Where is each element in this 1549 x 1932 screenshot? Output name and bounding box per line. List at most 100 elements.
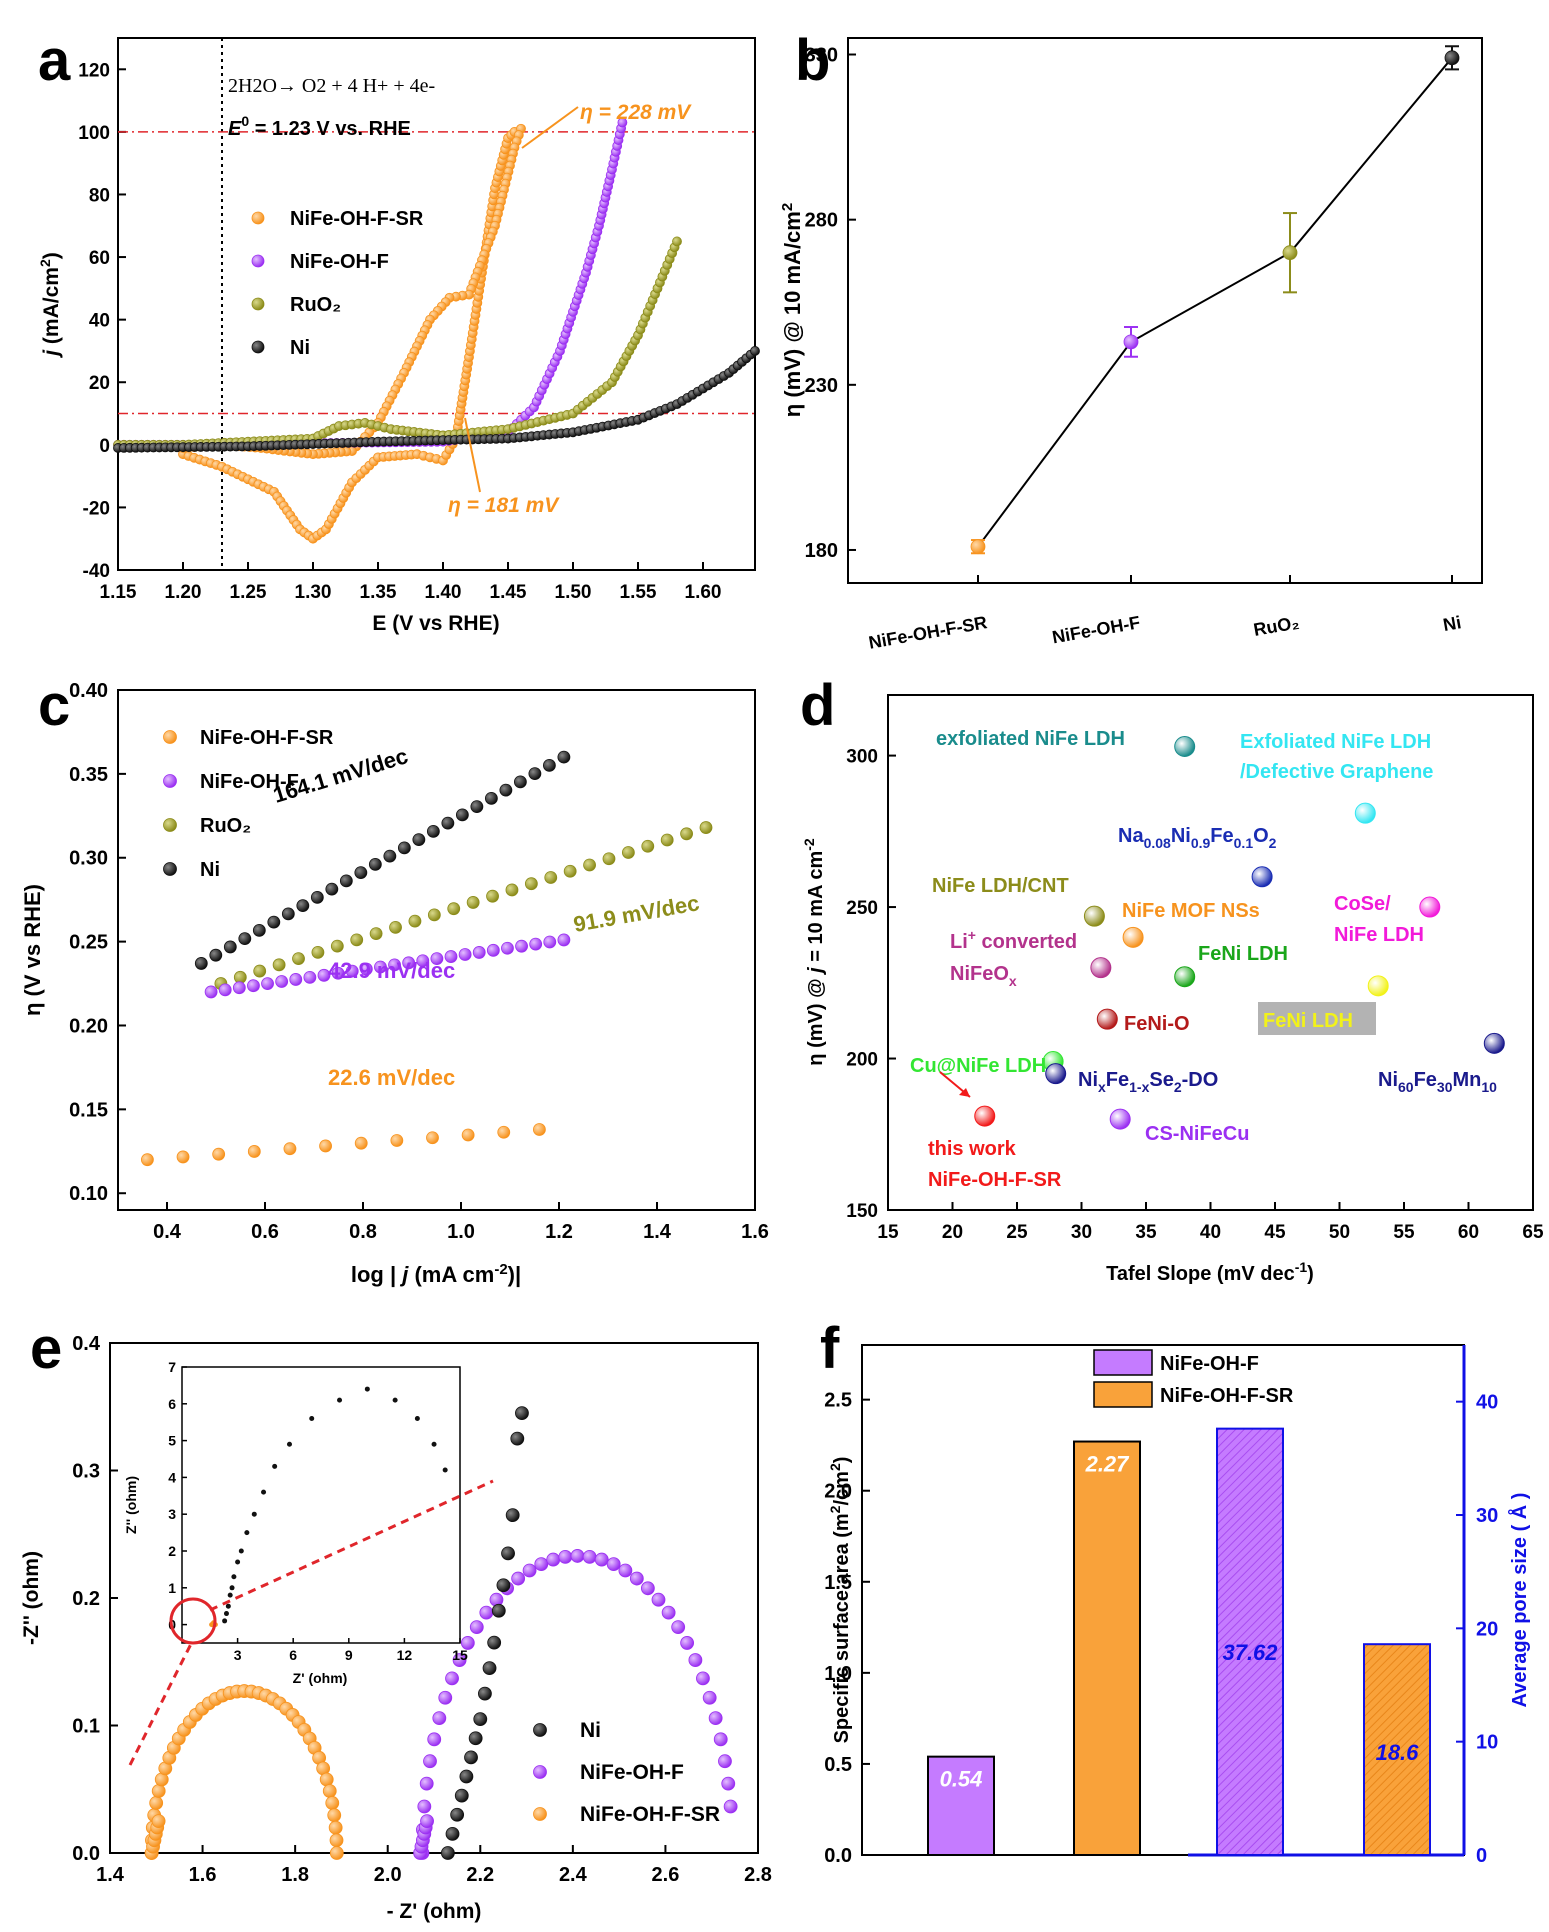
c-point-NiFe-OH-F [289, 973, 303, 986]
e-point-NiFe-OH-F [671, 1620, 686, 1635]
a-ytick-label: 40 [89, 311, 110, 332]
c-xtick-label: 1.2 [545, 1221, 573, 1243]
panel-b-frame [847, 37, 1483, 584]
d-xtick-label: 15 [877, 1222, 899, 1243]
e-inset-point-Ni [337, 1397, 343, 1403]
e-point-NiFe-OH-F-SR [328, 1820, 343, 1835]
panel-label-b: b [795, 28, 830, 93]
e-point-Ni [491, 1603, 506, 1618]
c-point-Ni [194, 957, 208, 970]
c-point-NiFe-OH-F [388, 958, 401, 972]
c-legend-marker [163, 818, 177, 832]
c-point-NiFe-OH-F-SR [140, 1153, 154, 1167]
e-point-NiFe-OH-F [522, 1563, 537, 1578]
e-point-NiFe-OH-F [651, 1592, 666, 1607]
e-point-Ni [459, 1769, 474, 1784]
e-legend-label: NiFe-OH-F-SR [580, 1803, 720, 1826]
e-point-Ni [487, 1635, 502, 1650]
c-point-Ni [557, 750, 571, 764]
c-point-Ni [455, 808, 469, 822]
panel-e-chart: 1.4 1.6 1.8 2.0 2.2 2.4 2.6 2.80.00.10.20.30.4 … [20, 1333, 772, 1923]
e-inset-point-Ni [251, 1511, 257, 1517]
c-point-Ni [513, 775, 527, 789]
e-inset-ytick-label: 7 [168, 1359, 176, 1375]
c-point-NiFe-OH-F [430, 952, 444, 966]
d-point [1122, 926, 1144, 948]
c-point-NiFe-OH-F [501, 941, 514, 955]
a-ytick-label: 20 [89, 373, 110, 394]
e-point-Ni [478, 1686, 492, 1701]
c-xtick-label: 0.6 [251, 1221, 279, 1243]
b-xtick-label: NiFe-OH-F [1051, 612, 1142, 647]
f-ytick-left-label: 2.5 [824, 1390, 852, 1412]
f-ytick-left-label: 2.0 [824, 1481, 852, 1503]
e-inset-point-Ni [392, 1397, 398, 1403]
panel-c-frame [117, 689, 756, 1211]
e-point-NiFe-OH-F-SR [319, 1772, 334, 1787]
e-legend-label: NiFe-OH-F [580, 1761, 684, 1784]
a-legend-marker [251, 297, 265, 311]
a-point-NiFe-OH-F [617, 117, 628, 128]
e-point-Ni [473, 1712, 488, 1727]
c-point-NiFe-OH-F [303, 970, 317, 984]
c-point-RuO₂ [641, 839, 655, 853]
c-point-Ni [325, 882, 339, 896]
d-label-fenio: FeNi-O [1124, 1013, 1190, 1035]
c-ytick-label: 0.35 [69, 764, 108, 786]
a-arrow-228 [521, 106, 579, 149]
c-point-NiFe-OH-F-SR [533, 1123, 546, 1136]
e-inset-point-Ni [231, 1574, 237, 1580]
e-ytick-label: 0.4 [72, 1333, 101, 1355]
c-xtick-label: 0.8 [349, 1221, 377, 1243]
c-point-NiFe-OH-F [232, 981, 246, 995]
e-ytick-label: 0.1 [72, 1716, 100, 1738]
b-ylabel: η (mV) @ 10 mA/cm2 [779, 203, 805, 417]
f-ylabel-right: Average pore size ( Å ) [1507, 1493, 1531, 1708]
panel-f-chart: 0.0 0.5 1.0 1.5 2.0 2.5 0 10 20 30 40 0.54 2.27 37.6… [824, 1344, 1531, 1867]
c-point-NiFe-OH-F-SR [176, 1150, 190, 1164]
c-point-RuO₂ [466, 896, 480, 909]
c-point-NiFe-OH-F [557, 933, 571, 947]
e-inset-point-Ni [229, 1585, 235, 1591]
a-legend-label: NiFe-OH-F-SR [290, 208, 424, 230]
d-ylabel: η (mV) @ j = 10 mA cm-2 [801, 838, 827, 1066]
e-point-Ni [440, 1846, 455, 1860]
b-point [1282, 245, 1298, 261]
e-point-NiFe-OH-F [582, 1549, 597, 1564]
e-legend-marker [533, 1765, 547, 1779]
c-point-RuO₂ [427, 908, 441, 922]
c-legend-marker [163, 774, 177, 788]
e-point-NiFe-OH-F [558, 1549, 573, 1564]
f-ytick-right-label: 30 [1476, 1505, 1498, 1527]
d-point [1483, 1032, 1505, 1054]
c-legend-marker [163, 730, 177, 744]
e-point-NiFe-OH-F [511, 1571, 526, 1586]
panel-d-chart: 15 20 25 30 35 40 45 50 55 60 65 150 200 250 300 exfol… [801, 694, 1544, 1285]
a-xtick-label: 1.20 [165, 582, 202, 603]
e-point-NiFe-OH-F [570, 1549, 585, 1563]
c-ytick-label: 0.30 [69, 848, 108, 870]
e-inset-frame [181, 1366, 461, 1644]
a-reaction-label: 2H2O→ O2 + 4 H+ + 4e- [228, 75, 435, 97]
e-legend-marker [533, 1723, 547, 1737]
e-point-NiFe-OH-F-SR [329, 1833, 344, 1848]
c-xtick-label: 1.6 [741, 1221, 769, 1243]
c-legend-label: NiFe-OH-F-SR [200, 727, 334, 749]
e-inset-point-Ni [414, 1416, 420, 1422]
c-point-NiFe-OH-F-SR [461, 1128, 475, 1142]
e-xtick-label: 1.8 [281, 1864, 309, 1886]
c-point-NiFe-OH-F [275, 975, 289, 988]
d-xtick-label: 35 [1135, 1222, 1157, 1243]
b-point [970, 539, 986, 555]
e-point-NiFe-OH-F [688, 1653, 703, 1667]
e-point-NiFe-OH-F-SR [151, 1784, 166, 1798]
e-point-NiFe-OH-F [629, 1571, 644, 1586]
c-ytick-label: 0.25 [69, 932, 108, 954]
a-ytick-label: 100 [78, 123, 110, 144]
a-legend-label: RuO₂ [290, 294, 341, 316]
e-ytick-label: 0.3 [72, 1461, 100, 1483]
e-point-Ni [450, 1807, 465, 1822]
e-point-NiFe-OH-F-SR [325, 1796, 340, 1810]
c-point-NiFe-OH-F-SR [247, 1145, 261, 1158]
c-point-Ni [368, 857, 382, 871]
